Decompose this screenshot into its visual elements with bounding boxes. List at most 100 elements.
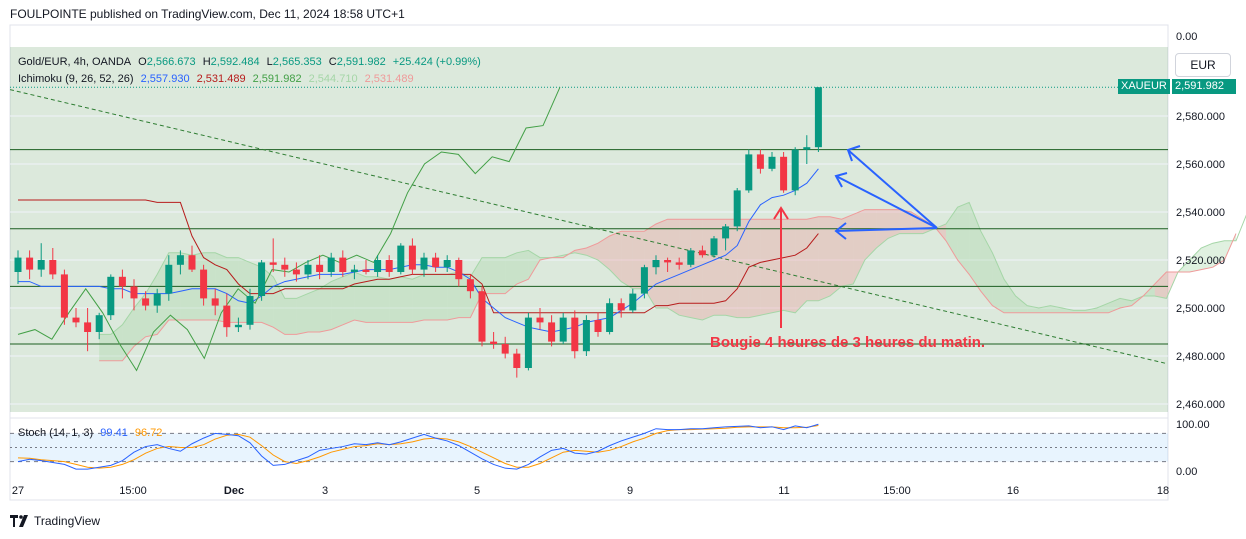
cloud-segment	[598, 236, 610, 270]
cloud-segment	[435, 274, 448, 320]
candle-body	[350, 269, 358, 272]
arrow-head	[834, 222, 847, 240]
candle-body	[536, 317, 544, 323]
stoch-legend[interactable]: Stoch (14, 1, 3) 99.41 96.72	[18, 427, 166, 439]
cloud-segment	[296, 293, 308, 335]
trendline	[9, 89, 1166, 364]
x-tick-label: 5	[474, 485, 480, 497]
candle-body	[548, 322, 556, 342]
candle-body	[153, 293, 161, 306]
cloud-segment	[412, 274, 424, 323]
cloud-segment	[493, 257, 506, 294]
candle-body	[629, 293, 637, 311]
cloud-segment	[342, 272, 355, 325]
candle-body	[258, 262, 266, 296]
symbol-name: Gold/EUR, 4h, OANDA	[18, 56, 132, 68]
cloud-segment	[621, 231, 633, 289]
stoch-d-value: 96.72	[134, 427, 163, 439]
candle-body	[107, 276, 115, 316]
cloud-segment	[389, 276, 401, 323]
drawings	[773, 145, 938, 328]
cloud-segment	[702, 219, 714, 320]
candle-body	[211, 298, 219, 306]
y-tick-label: 2,460.000	[1176, 399, 1225, 411]
candle-body	[142, 298, 150, 306]
candle-body	[582, 320, 590, 352]
symbol-price-tag: XAUEUR	[1118, 79, 1170, 94]
candle-body	[756, 154, 764, 169]
arrow-head	[834, 172, 848, 188]
candle-body	[304, 264, 312, 275]
x-tick-label: 11	[778, 485, 789, 497]
candle-body	[374, 260, 382, 272]
candle-body	[687, 250, 695, 265]
last-price-tag: 2,591.982	[1172, 79, 1236, 94]
cloud-segment	[516, 250, 529, 284]
y-tick-label: 0.00	[1176, 31, 1197, 43]
candle-body	[130, 286, 138, 299]
stoch-label: Stoch (14, 1, 3)	[18, 427, 94, 439]
cloud-segment	[783, 219, 796, 313]
cloud-segment	[1062, 308, 1074, 313]
currency-button[interactable]: EUR	[1175, 53, 1231, 77]
symbol-legend[interactable]: Gold/EUR, 4h, OANDA O2,566.673 H2,592.48…	[18, 56, 485, 68]
cloud-segment	[748, 219, 761, 318]
candles	[14, 87, 822, 378]
candle-body	[246, 296, 254, 325]
candle-body	[72, 317, 80, 323]
candle-body	[49, 260, 57, 275]
y-tick-label: 2,560.000	[1176, 159, 1225, 171]
candle-body	[490, 341, 498, 344]
x-tick-label: 16	[1007, 485, 1019, 497]
axis-ticks: 2,460.000 2,480.000 2,500.000 2,520.000 2,54…	[12, 31, 1225, 497]
cloud-segment	[899, 209, 912, 234]
cloud-segment	[1120, 298, 1132, 308]
y-tick-label: 2,580.000	[1176, 111, 1225, 123]
stoch-k-value: 99.41	[100, 427, 128, 439]
close-label: C	[328, 56, 337, 68]
conversion-line	[18, 168, 819, 333]
annotation-arrow-head	[773, 206, 789, 220]
price-area-fill	[10, 47, 1168, 412]
cloud-segment	[609, 231, 622, 282]
x-tick-label: 27	[12, 485, 24, 497]
cloud-segment	[528, 250, 540, 280]
candle-body	[722, 226, 730, 239]
tradingview-footer[interactable]: TradingView	[10, 514, 100, 528]
cloud-segment	[145, 274, 158, 337]
candle-body	[292, 269, 300, 275]
ohlc-low: L2,565.353	[267, 56, 322, 68]
candle-body	[524, 317, 532, 368]
candle-body	[37, 260, 45, 270]
cloud-segment	[482, 257, 494, 294]
cloud-segment	[1085, 308, 1097, 313]
cloud-segment	[586, 243, 598, 260]
low-value: 2,565.353	[272, 56, 322, 68]
x-tick-label: 15:00	[119, 485, 147, 497]
candle-body	[501, 344, 509, 354]
base-line	[18, 199, 819, 314]
x-tick-label: 9	[627, 485, 633, 497]
open-label: O	[138, 56, 147, 68]
candle-body	[408, 245, 416, 270]
cloud-segment	[505, 252, 517, 294]
cloud-segment	[679, 219, 691, 318]
cloud-segment	[331, 276, 343, 330]
candle-body	[710, 238, 718, 256]
cloud-segment	[354, 272, 366, 323]
stochastic-pane: 100.00 0.00	[10, 417, 1210, 478]
ichimoku-cloud	[99, 201, 1246, 362]
cloud-segment	[1189, 248, 1202, 272]
ichimoku-legend[interactable]: Ichimoku (9, 26, 52, 26) 2,557.930 2,531…	[18, 73, 418, 85]
open-value: 2,566.673	[146, 56, 196, 68]
tradingview-logo-icon	[10, 515, 28, 527]
cloud-segment	[99, 334, 111, 361]
low-label: L	[266, 56, 273, 68]
cloud-segment	[806, 216, 819, 301]
cloud-segment	[841, 214, 854, 287]
high-label: H	[202, 56, 211, 68]
candle-body	[559, 317, 567, 342]
cloud-segment	[284, 298, 297, 335]
leading-span-b	[99, 209, 1237, 362]
